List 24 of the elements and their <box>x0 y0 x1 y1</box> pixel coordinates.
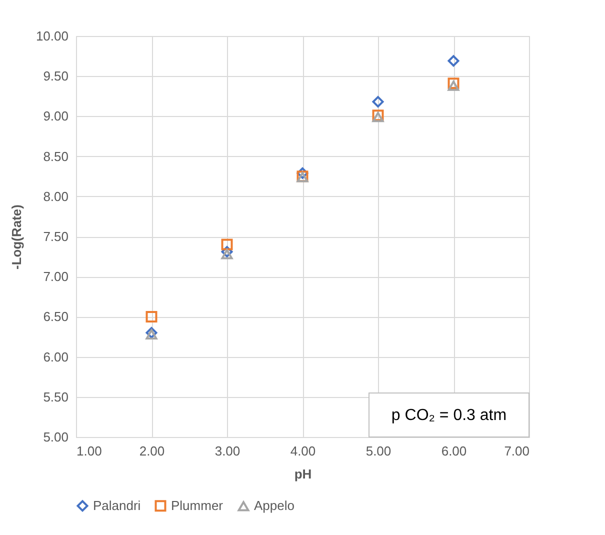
y-tick-label: 7.00 <box>43 269 68 284</box>
y-tick-label: 9.50 <box>43 68 68 84</box>
x-tick-label: 1.00 <box>76 444 102 458</box>
y-tick-label: 6.50 <box>43 309 68 324</box>
x-tick-label: 3.00 <box>214 444 240 458</box>
y-tick-label: 9.00 <box>43 108 68 124</box>
y-tick-label: 5.00 <box>43 430 68 444</box>
y-tick-label: 7.50 <box>43 229 68 244</box>
legend-label: Appelo <box>254 498 294 514</box>
x-tick-label: 4.00 <box>290 444 316 458</box>
y-tick-label: 8.00 <box>43 188 68 204</box>
y-tick-label: 5.50 <box>43 389 68 404</box>
x-tick-label: 7.00 <box>504 444 530 458</box>
y-axis-title: -Log(Rate) <box>8 204 24 270</box>
x-tick-label: 5.00 <box>366 444 392 458</box>
y-tick-label: 8.50 <box>43 148 68 164</box>
y-tick-label: 10.00 <box>36 28 68 44</box>
annotation: p CO₂ = 0.3 atm <box>391 407 507 424</box>
x-axis-title: pH <box>294 466 312 482</box>
x-tick-label: 2.00 <box>139 444 165 458</box>
y-tick-label: 6.00 <box>43 349 68 364</box>
x-tick-label: 6.00 <box>441 444 467 458</box>
legend-label: Palandri <box>93 498 141 513</box>
legend-label: Plummer <box>171 498 224 513</box>
